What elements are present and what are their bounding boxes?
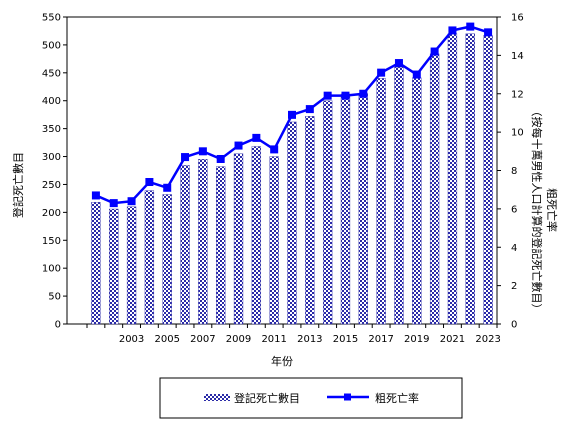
rate-point-2011 (270, 145, 279, 154)
svg-text:（按每十萬男性人口計算的登記死亡數目）: （按每十萬男性人口計算的登記死亡數目） (530, 106, 544, 315)
rate-point-2005 (163, 183, 172, 192)
y-right-tick-label: 12 (511, 89, 524, 100)
bar-2012 (287, 121, 297, 325)
y-right-tick-label: 6 (511, 204, 517, 215)
bar-2022 (465, 33, 475, 325)
legend: 登記死亡數目 粗死亡率 (159, 377, 463, 419)
rate-point-2009 (234, 141, 243, 150)
bar-2002 (109, 208, 119, 325)
y-left-tick-label: 300 (42, 152, 61, 163)
y-left-tick-label: 200 (42, 208, 61, 219)
y-right-tick-label: 14 (511, 51, 524, 62)
bar-2009 (233, 153, 244, 325)
y-left-tick-label: 0 (55, 320, 61, 331)
bar-2021 (447, 33, 458, 325)
rate-point-2015 (341, 91, 350, 100)
rate-point-2014 (323, 91, 332, 100)
y-axis-right-ticks: 0 2 4 6 8 10 12 14 16 (497, 13, 524, 331)
x-tick-label: 2007 (190, 334, 215, 345)
svg-text:粗死亡率: 粗死亡率 (545, 188, 559, 232)
rate-point-2018 (394, 59, 403, 68)
x-tick-label: 2011 (261, 334, 286, 345)
y-left-tick-label: 450 (42, 68, 61, 79)
y-right-tick-label: 2 (511, 281, 517, 292)
bar-2015 (340, 93, 351, 325)
x-tick-label: 2021 (440, 334, 465, 345)
bar-2011 (269, 156, 279, 325)
y-axis-left-title: 登記死亡數目 (11, 152, 25, 218)
rate-point-2003 (127, 197, 136, 206)
rate-point-2010 (252, 133, 261, 142)
y-left-tick-label: 500 (42, 40, 61, 51)
plot-area (66, 16, 498, 325)
y-left-tick-label: 350 (42, 124, 61, 135)
x-tick-label: 2009 (226, 334, 251, 345)
legend-line-label: 粗死亡率 (375, 391, 419, 405)
rate-point-2001 (91, 191, 100, 200)
bar-2023 (483, 35, 493, 325)
y-right-tick-label: 4 (511, 243, 517, 254)
x-tick-label: 2005 (154, 334, 179, 345)
line-series (91, 22, 493, 208)
bar-2010 (251, 146, 262, 325)
rate-point-2002 (109, 199, 118, 208)
bar-2019 (412, 77, 422, 325)
y-left-tick-label: 150 (42, 236, 61, 247)
legend-line-marker (344, 393, 351, 401)
bar-2006 (180, 165, 190, 325)
bar-2003 (126, 206, 137, 325)
x-tick-label: 2015 (333, 334, 358, 345)
legend-bar-label: 登記死亡數目 (234, 391, 300, 405)
rate-point-2007 (198, 147, 207, 156)
y-left-tick-label: 50 (48, 292, 61, 303)
y-right-tick-label: 0 (511, 320, 517, 331)
bar-2018 (394, 67, 404, 325)
x-tick-label: 2023 (475, 334, 500, 345)
rate-point-2022 (466, 22, 475, 31)
bar-2004 (144, 190, 155, 325)
x-tick-label: 2019 (404, 334, 429, 345)
y-left-tick-label: 250 (42, 180, 61, 191)
bar-2020 (429, 53, 440, 325)
rate-point-2006 (181, 153, 190, 162)
y-left-tick-label: 100 (42, 264, 61, 275)
bar-2005 (162, 194, 172, 325)
y-axis-left-ticks: 0 50 100 150 200 250 300 350 400 450 500 550 (42, 13, 67, 331)
bar-2017 (376, 78, 386, 325)
rate-point-2012 (288, 110, 296, 119)
rate-point-2017 (377, 68, 386, 77)
rate-point-2008 (216, 154, 225, 163)
rate-point-2016 (359, 89, 368, 98)
bar-2001 (91, 202, 101, 325)
y-right-tick-label: 10 (511, 128, 524, 139)
bar-series (91, 33, 493, 325)
rate-point-2013 (305, 105, 314, 114)
rate-point-2020 (430, 47, 439, 56)
y-left-tick-label: 400 (42, 96, 61, 107)
rate-point-2021 (448, 26, 457, 35)
bar-2013 (305, 116, 315, 325)
y-right-tick-label: 8 (511, 166, 517, 177)
rate-point-2023 (484, 28, 493, 37)
bar-2014 (322, 100, 333, 325)
rate-point-2004 (145, 178, 154, 187)
x-tick-label: 2003 (119, 334, 144, 345)
x-axis-ticks: 2003 2005 2007 2009 2011 2013 2015 2017 2019 2021… (86, 324, 501, 345)
x-tick-label: 2017 (368, 334, 393, 345)
bar-2016 (358, 93, 368, 325)
y-right-tick-label: 16 (511, 13, 524, 24)
rate-point-2019 (412, 70, 421, 79)
y-left-tick-label: 550 (42, 13, 61, 24)
y-axis-right-title: 粗死亡率 （按每十萬男性人口計算的登記死亡數目） (530, 106, 559, 315)
bar-2007 (198, 159, 208, 325)
x-axis-title: 年份 (271, 354, 293, 368)
x-tick-label: 2013 (297, 334, 322, 345)
legend-bar-swatch (204, 394, 230, 401)
bar-2008 (216, 166, 226, 325)
